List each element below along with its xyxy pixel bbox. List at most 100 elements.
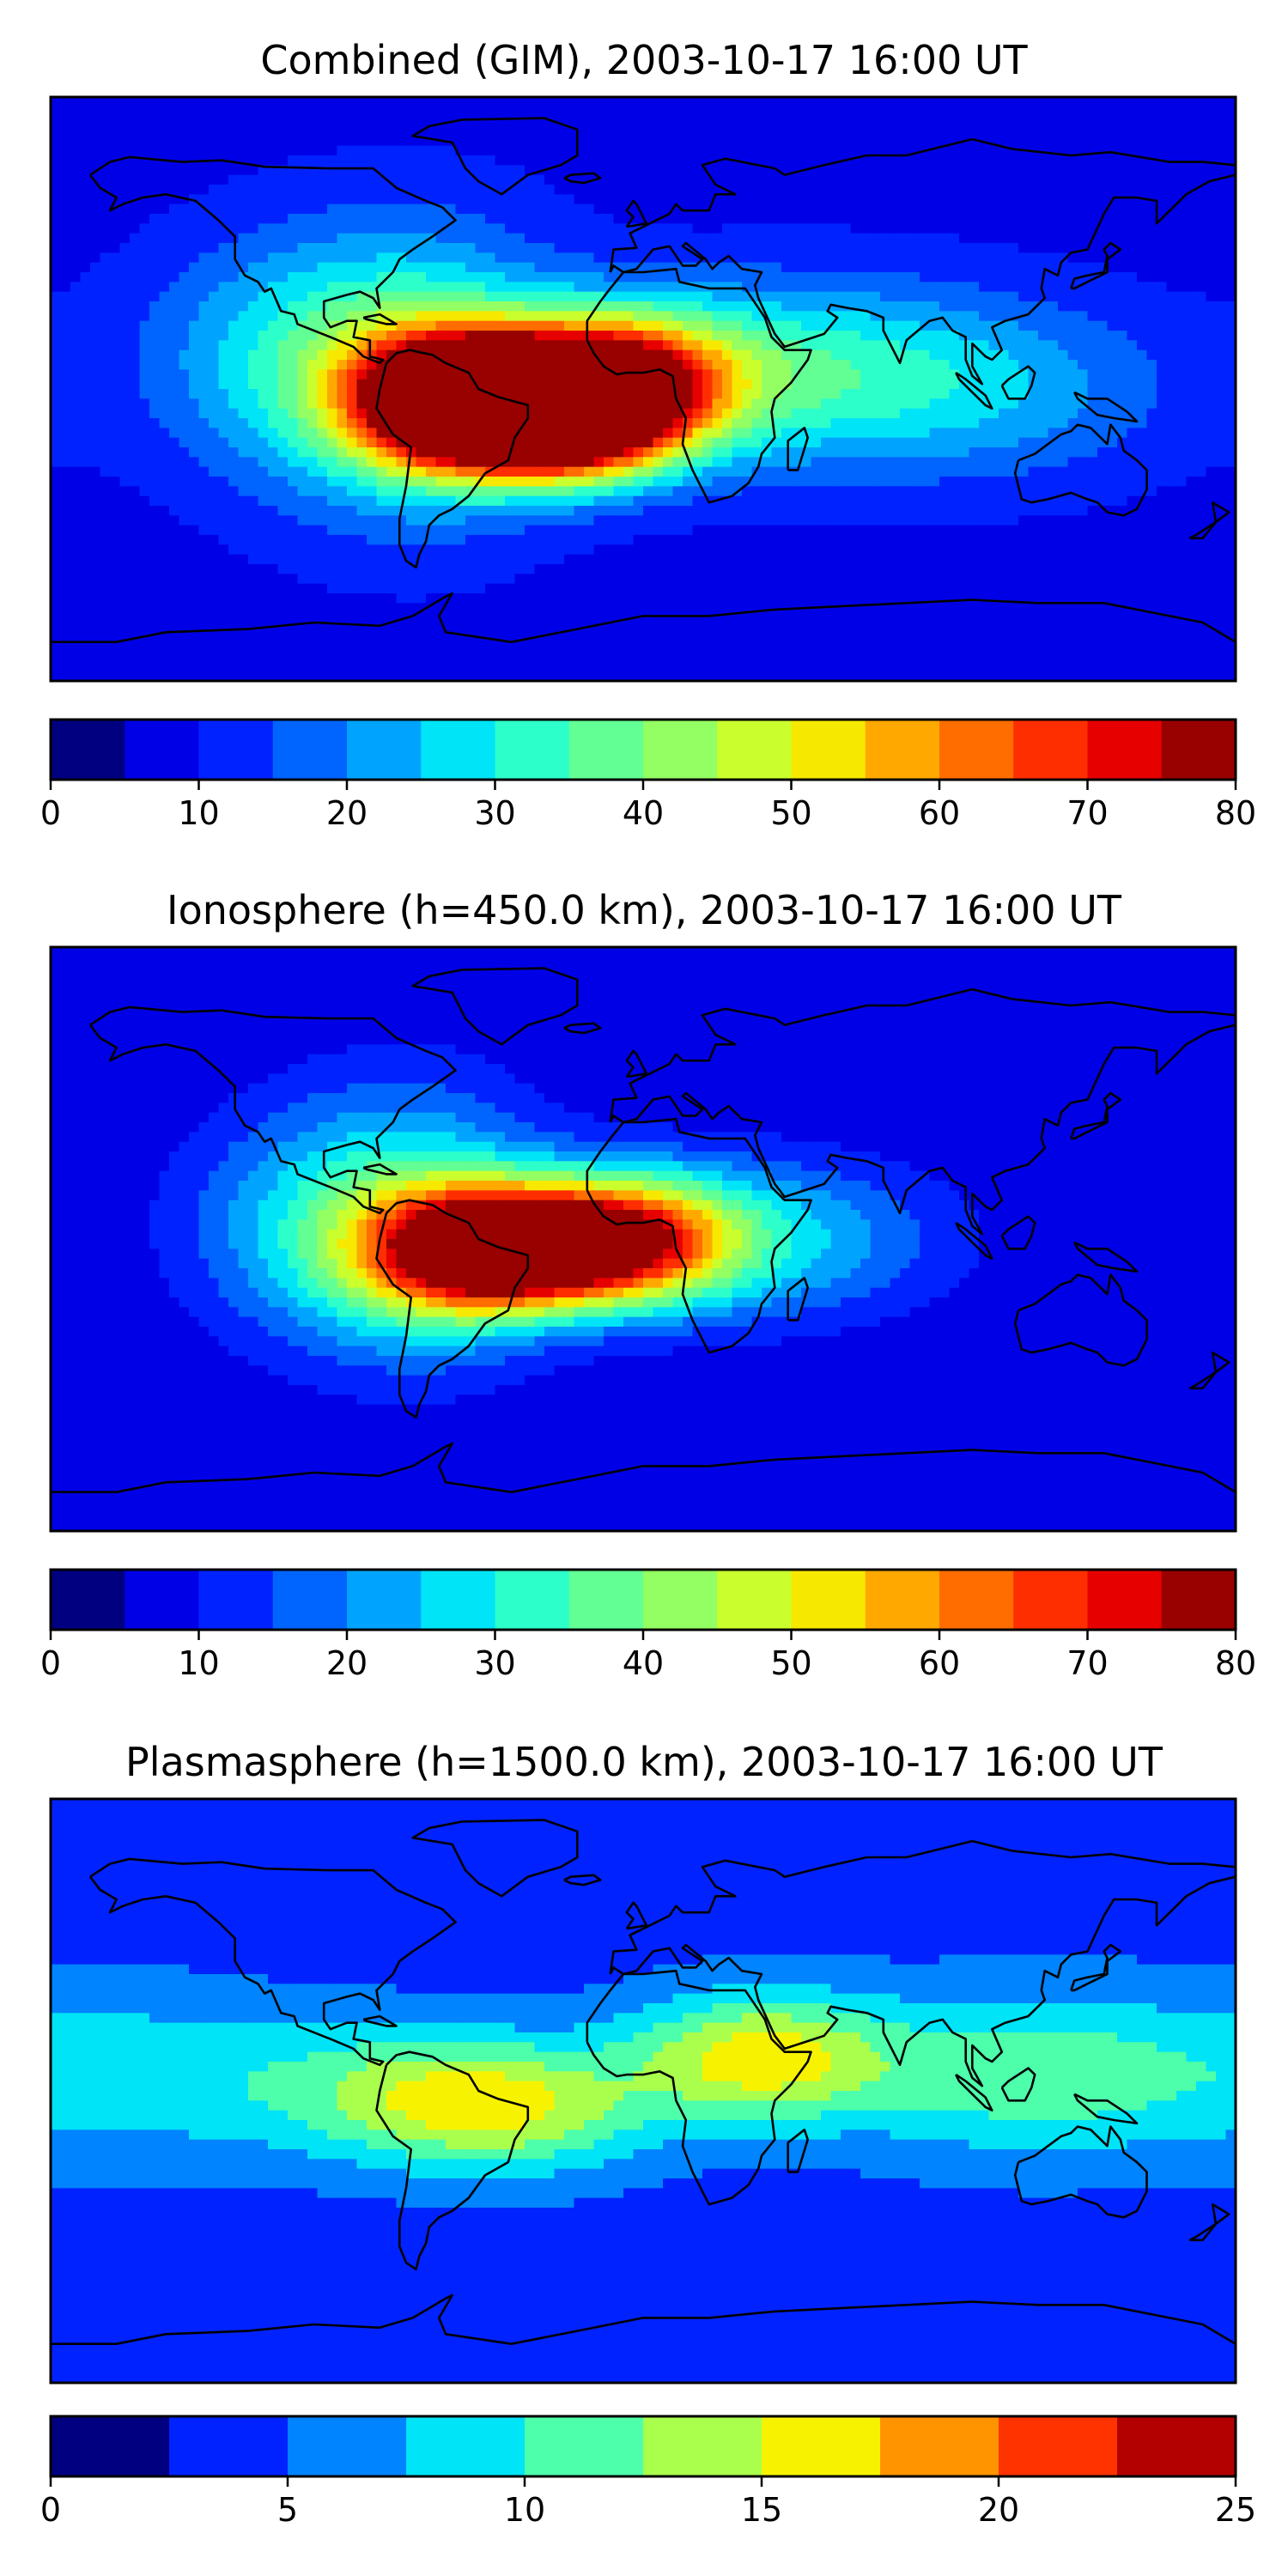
heatmap-cell — [890, 331, 901, 341]
heatmap-cell — [751, 437, 762, 448]
heatmap-cell — [890, 477, 901, 487]
heatmap-cell — [574, 349, 585, 361]
heatmap-cell — [633, 282, 644, 293]
heatmap-cell — [228, 301, 240, 312]
heatmap-cell — [100, 369, 111, 380]
heatmap-cell — [811, 145, 822, 156]
heatmap-cell — [1028, 291, 1039, 302]
heatmap-cell — [988, 428, 999, 439]
heatmap-cell — [268, 360, 279, 370]
heatmap-cell — [406, 477, 417, 487]
heatmap-cell — [663, 437, 674, 448]
heatmap-cell — [465, 194, 477, 205]
heatmap-cell — [337, 145, 348, 156]
heatmap-cell — [277, 165, 289, 176]
heatmap-cell — [890, 155, 901, 166]
heatmap-cell — [80, 379, 91, 390]
heatmap-cell — [969, 233, 980, 244]
heatmap-cell — [465, 233, 477, 244]
heatmap-cell — [90, 233, 101, 244]
heatmap-cell — [248, 360, 259, 370]
heatmap-cell — [821, 126, 832, 137]
heatmap-cell — [446, 301, 457, 312]
heatmap-cell — [485, 126, 496, 137]
heatmap-cell — [100, 301, 111, 312]
heatmap-cell — [1038, 194, 1049, 205]
heatmap-cell — [159, 165, 170, 176]
heatmap-cell — [277, 233, 289, 244]
heatmap-cell — [969, 477, 980, 487]
heatmap-cell — [337, 331, 348, 341]
heatmap-cell — [1137, 301, 1148, 312]
heatmap-cell — [1157, 116, 1168, 127]
heatmap-cell — [929, 428, 940, 439]
heatmap-cell — [672, 194, 683, 205]
heatmap-cell — [218, 447, 229, 458]
heatmap-cell — [604, 272, 615, 283]
heatmap-cell — [732, 349, 743, 361]
heatmap-cell — [860, 360, 872, 370]
heatmap-cell — [209, 331, 220, 341]
heatmap-cell — [663, 428, 674, 439]
heatmap-cell — [920, 185, 931, 195]
heatmap-cell — [909, 408, 920, 419]
heatmap-cell — [426, 155, 437, 166]
heatmap-cell — [742, 165, 753, 176]
heatmap-cell — [169, 126, 180, 137]
heatmap-cell — [514, 116, 526, 127]
heatmap-cell — [732, 165, 743, 176]
heatmap-cell — [435, 282, 447, 293]
heatmap-cell — [485, 106, 496, 118]
heatmap-cell — [534, 174, 545, 185]
heatmap-cell — [455, 126, 466, 137]
heatmap-cell — [909, 97, 920, 107]
heatmap-cell — [830, 282, 841, 293]
heatmap-cell — [347, 194, 358, 205]
heatmap-cell — [959, 185, 970, 195]
heatmap-cell — [455, 282, 466, 293]
heatmap-cell — [347, 389, 358, 399]
heatmap-cell — [1028, 272, 1039, 283]
heatmap-cell — [337, 223, 348, 234]
heatmap-cell — [1225, 233, 1236, 244]
heatmap-cell — [988, 349, 999, 361]
heatmap-cell — [1206, 457, 1217, 468]
heatmap-cell — [1107, 331, 1118, 341]
heatmap-cell — [119, 349, 131, 361]
heatmap-cell — [327, 447, 338, 458]
heatmap-cell — [1196, 477, 1207, 487]
heatmap-cell — [258, 165, 269, 176]
heatmap-cell — [999, 311, 1010, 322]
heatmap-cell — [218, 486, 229, 497]
heatmap-cell — [525, 272, 536, 283]
heatmap-cell — [564, 136, 575, 147]
heatmap-cell — [525, 106, 536, 118]
heatmap-cell — [80, 116, 91, 127]
heatmap-cell — [435, 174, 447, 185]
heatmap-cell — [979, 223, 990, 234]
heatmap-cell — [683, 447, 694, 458]
heatmap-cell — [307, 418, 319, 428]
heatmap-cell — [317, 136, 328, 147]
heatmap-cell — [920, 398, 931, 410]
heatmap-cell — [119, 369, 131, 380]
heatmap-cell — [801, 331, 812, 341]
heatmap-cell — [1225, 204, 1236, 215]
map-area — [49, 95, 1237, 683]
heatmap-cell — [149, 136, 161, 147]
heatmap-cell — [189, 252, 200, 264]
heatmap-cell — [554, 379, 565, 390]
heatmap-cell — [663, 233, 674, 244]
heatmap-cell — [1216, 106, 1227, 118]
heatmap-cell — [485, 185, 496, 195]
heatmap-cell — [1206, 320, 1217, 331]
heatmap-cell — [228, 457, 240, 468]
heatmap-cell — [317, 398, 328, 410]
heatmap-cell — [850, 145, 861, 156]
heatmap-cell — [1058, 106, 1069, 118]
heatmap-cell — [376, 291, 387, 302]
heatmap-cell — [268, 301, 279, 312]
heatmap-cell — [663, 174, 674, 185]
heatmap-cell — [920, 457, 931, 468]
heatmap-cell — [189, 320, 200, 331]
